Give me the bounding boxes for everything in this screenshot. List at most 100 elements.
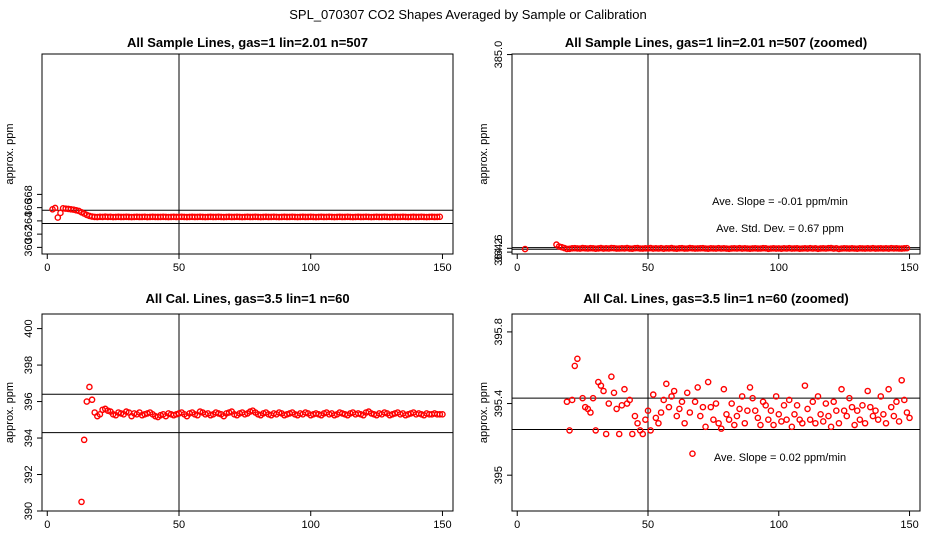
- data-point: [895, 418, 903, 425]
- data-point: [906, 414, 913, 422]
- data-point: [817, 410, 824, 418]
- y-tick-label: 395: [493, 466, 505, 484]
- data-point: [736, 405, 743, 413]
- x-tick-label: 100: [302, 262, 320, 274]
- data-point: [715, 419, 722, 427]
- data-point: [689, 450, 696, 457]
- data-point: [683, 389, 691, 397]
- data-point: [788, 423, 796, 431]
- y-axis-label: approx. ppm: [4, 123, 16, 184]
- data-point: [717, 425, 725, 432]
- x-tick-label: 150: [900, 262, 918, 274]
- data-point: [864, 387, 871, 395]
- data-point: [644, 407, 652, 415]
- data-point: [568, 396, 576, 404]
- data-point: [785, 396, 793, 404]
- data-point: [574, 355, 581, 363]
- y-tick-label: 396: [23, 392, 35, 410]
- data-point: [608, 373, 615, 380]
- data-points: [521, 241, 911, 253]
- data-point: [765, 416, 772, 423]
- data-point: [846, 394, 853, 402]
- data-point: [436, 411, 444, 418]
- data-point: [600, 387, 607, 395]
- annotation: Ave. Slope = -0.01 ppm/min: [712, 196, 848, 208]
- data-point: [791, 410, 798, 418]
- y-axis-label: approx. ppm: [4, 382, 16, 443]
- y-tick-label: 390: [23, 502, 35, 520]
- data-point: [778, 418, 785, 425]
- y-tick-label: 392: [23, 465, 35, 483]
- y-axis-label: approx. ppm: [478, 123, 490, 184]
- data-point: [848, 403, 856, 411]
- data-point: [780, 402, 788, 409]
- y-tick-label: 364.6: [493, 235, 505, 263]
- data-point: [767, 407, 775, 415]
- y-tick-label: 362: [23, 225, 35, 243]
- data-point: [843, 412, 851, 420]
- y-tick-label: 360: [23, 238, 35, 256]
- data-points: [49, 204, 444, 221]
- data-point: [634, 419, 641, 427]
- data-point: [882, 419, 890, 427]
- plot-frame: [41, 313, 454, 512]
- data-point: [880, 410, 887, 418]
- data-point: [615, 430, 623, 438]
- data-point: [749, 394, 756, 402]
- data-point: [631, 412, 639, 420]
- data-point: [589, 394, 597, 402]
- plot-frame: [511, 313, 921, 512]
- chart-panels: All Sample Lines, gas=1 lin=2.01 n=507 ap…: [4, 35, 921, 531]
- data-point: [809, 398, 817, 406]
- data-point: [814, 393, 822, 400]
- data-point: [819, 418, 827, 425]
- chart-title: All Cal. Lines, gas=3.5 lin=1 n=60 (zoom…: [583, 291, 849, 306]
- data-point: [804, 405, 811, 413]
- chart-panel-3: All Cal. Lines, gas=3.5 lin=1 n=60 approx…: [4, 291, 454, 531]
- data-point: [668, 393, 675, 400]
- data-point: [521, 245, 529, 253]
- chart-title: All Sample Lines, gas=1 lin=2.01 n=507: [127, 35, 368, 50]
- data-point: [673, 412, 681, 420]
- data-point: [697, 412, 704, 420]
- y-tick-label: 400: [23, 319, 35, 337]
- data-point: [859, 402, 866, 409]
- data-point: [812, 419, 819, 427]
- data-point: [57, 209, 64, 217]
- y-tick-label: 398: [23, 356, 35, 374]
- data-point: [694, 384, 701, 391]
- data-point: [741, 419, 749, 427]
- x-tick-label: 150: [433, 262, 451, 274]
- x-tick-label: 0: [44, 262, 50, 274]
- data-point: [618, 402, 626, 409]
- annotation: Ave. Slope = 0.02 ppm/min: [714, 452, 846, 464]
- x-tick-label: 50: [173, 519, 185, 531]
- data-point: [827, 423, 835, 431]
- data-point: [833, 407, 840, 415]
- chart-panel-2: All Sample Lines, gas=1 lin=2.01 n=507 (…: [478, 35, 921, 274]
- data-point: [903, 244, 911, 252]
- data-point: [610, 389, 618, 397]
- data-point: [571, 362, 579, 370]
- data-points: [78, 383, 446, 506]
- data-point: [877, 393, 885, 400]
- data-point: [901, 245, 908, 252]
- x-tick-label: 0: [514, 262, 520, 274]
- data-point: [657, 409, 665, 416]
- y-tick-label: 364.2: [493, 238, 505, 266]
- data-point: [772, 393, 780, 400]
- chart-panel-1: All Sample Lines, gas=1 lin=2.01 n=507 ap…: [4, 35, 454, 274]
- data-point: [799, 419, 806, 427]
- chart-title: All Sample Lines, gas=1 lin=2.01 n=507 (…: [565, 35, 867, 50]
- data-point: [757, 421, 764, 429]
- data-point: [762, 402, 769, 409]
- data-point: [579, 394, 586, 402]
- data-point: [670, 387, 678, 395]
- x-tick-label: 150: [900, 519, 918, 531]
- data-point: [825, 412, 832, 420]
- data-point: [874, 416, 882, 423]
- data-point: [663, 380, 670, 388]
- data-point: [678, 398, 686, 406]
- data-point: [893, 398, 900, 406]
